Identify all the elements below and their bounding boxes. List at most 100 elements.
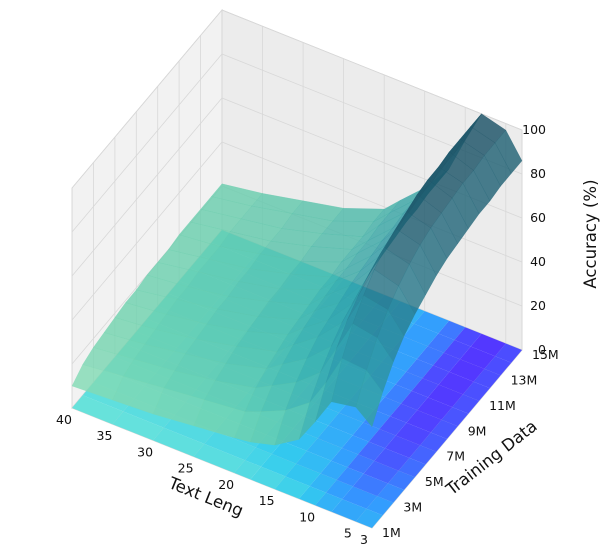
- floor-cell: [374, 448, 410, 471]
- floor-cell: [285, 463, 321, 487]
- floor-cell: [112, 411, 164, 441]
- floor-cell: [274, 476, 310, 499]
- floor-cell: [368, 429, 396, 449]
- y-tick-label: 9M: [468, 423, 487, 438]
- z-tick-label: 40: [530, 254, 546, 269]
- x-tick-label: 40: [56, 412, 72, 427]
- floor-cell: [449, 359, 485, 382]
- floor-cell: [385, 435, 421, 458]
- floor-cell: [387, 470, 415, 490]
- floor-cell: [406, 359, 434, 379]
- floor-cell: [347, 454, 375, 474]
- floor-cell: [420, 432, 447, 452]
- z-tick-label: 80: [530, 166, 546, 181]
- z-tick-label: 0: [538, 342, 546, 357]
- x-tick-label: 3: [360, 532, 368, 547]
- floor-cell: [163, 415, 216, 444]
- floor-cell: [358, 441, 385, 461]
- floor-cell: [296, 450, 332, 474]
- z-tick-label: 20: [530, 298, 546, 313]
- x-tick-label: 10: [299, 509, 315, 524]
- floor-cell: [495, 343, 522, 363]
- floor-cell: [193, 443, 245, 473]
- x-tick-label: 15: [259, 493, 275, 508]
- floor-cell: [336, 467, 364, 487]
- floor-cell: [438, 371, 474, 395]
- floor-cell: [422, 365, 450, 385]
- floor-cell: [443, 340, 471, 360]
- floor-cell: [315, 492, 343, 512]
- floor-cell: [328, 412, 364, 436]
- floor-cell: [441, 407, 469, 427]
- floor-cell: [306, 438, 342, 461]
- floor-cell: [352, 422, 380, 442]
- y-tick-label: 13M: [511, 372, 538, 387]
- floor-cell: [374, 397, 401, 417]
- floor-cell: [409, 445, 437, 465]
- floor-cell: [454, 327, 482, 347]
- floor-cell: [452, 394, 480, 414]
- floor-cell: [250, 466, 286, 490]
- floor-cell: [411, 378, 439, 398]
- floor-cell: [342, 486, 378, 509]
- floor-cell: [377, 483, 405, 503]
- x-tick-label: 25: [178, 461, 194, 476]
- floor-cell: [379, 416, 407, 436]
- floor-cell: [363, 460, 399, 484]
- floor-cell: [484, 356, 512, 376]
- floor-cell: [341, 435, 369, 455]
- floor-cell: [430, 419, 458, 439]
- floor-cell: [366, 496, 394, 516]
- surface-face: [355, 369, 383, 428]
- floor-cell: [299, 486, 326, 506]
- z-tick-label: 100: [522, 122, 546, 137]
- x-tick-label: 30: [137, 444, 153, 459]
- floor-cell: [460, 346, 496, 369]
- floor-cell: [309, 473, 337, 493]
- floor-cell: [427, 384, 463, 408]
- floor-cell: [326, 479, 353, 500]
- floor-cell: [427, 333, 455, 353]
- floor-cell: [433, 352, 460, 372]
- floor-cell: [390, 403, 418, 423]
- floor-cell: [417, 397, 453, 420]
- z-tick-label: 60: [530, 210, 546, 225]
- floor-cell: [470, 333, 506, 357]
- floor-cell: [317, 425, 353, 448]
- y-tick-label: 15M: [532, 347, 559, 362]
- floor-cell: [352, 473, 388, 497]
- floor-cell: [271, 441, 307, 464]
- x-tick-label: 20: [218, 477, 234, 492]
- floor-cell: [384, 384, 412, 404]
- x-tick-label: 35: [97, 428, 113, 443]
- x-tick-label: 5: [344, 526, 352, 541]
- floor-cell: [462, 381, 490, 401]
- floor-cell: [401, 390, 428, 411]
- y-tick-label: 11M: [489, 398, 516, 413]
- floor-cell: [438, 320, 466, 340]
- z-axis-label: Accuracy (%): [581, 179, 600, 288]
- floor-cell: [204, 431, 256, 461]
- y-tick-label: 5M: [425, 474, 444, 489]
- floor-cell: [234, 460, 262, 480]
- floor-cell: [395, 422, 431, 446]
- floor-cell: [416, 346, 444, 366]
- floor-cell: [261, 453, 297, 477]
- floor-cell: [355, 508, 383, 528]
- floor-cell: [331, 448, 359, 468]
- accuracy-surface: [71, 113, 523, 446]
- floor-cell: [244, 447, 272, 467]
- floor-cell: [398, 457, 426, 478]
- floor-cell: [395, 371, 423, 391]
- y-tick-label: 7M: [446, 449, 465, 464]
- floor-cell: [473, 368, 501, 389]
- floor-cell: [72, 395, 124, 425]
- floor-cell: [153, 427, 205, 457]
- floor-cell: [403, 323, 439, 347]
- y-tick-label: 3M: [403, 500, 422, 515]
- floor-cell: [406, 410, 442, 433]
- y-tick-label: 1M: [382, 525, 401, 540]
- floor-cell: [414, 311, 449, 334]
